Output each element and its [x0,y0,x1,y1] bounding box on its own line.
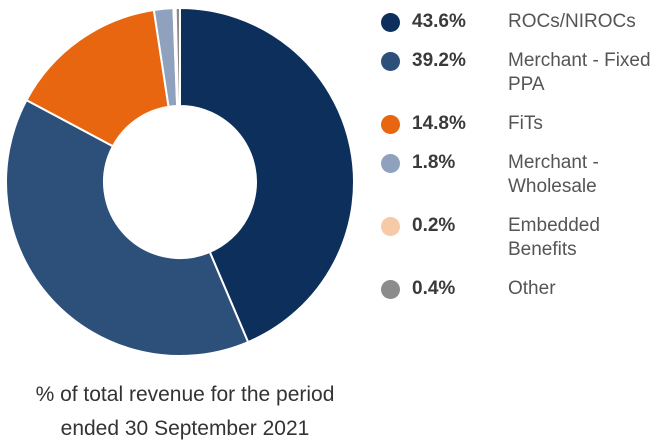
legend-item: 0.2% Embedded Benefits [381,214,665,262]
caption: % of total revenue for the period ended … [35,383,335,440]
donut-segment [25,8,170,148]
legend-label: Embedded Benefits [508,215,600,260]
legend-value: 0.2% [412,215,456,236]
donut-segment [174,6,181,108]
legend: 43.6% ROCs/NIROCs 39.2% Merchant - Fixed PP… [381,10,665,301]
legend-value: 0.4% [412,278,456,299]
legend-swatch [381,154,400,173]
legend-value: 14.8% [412,113,466,134]
legend-label: FiTs [508,113,543,134]
legend-swatch [381,13,400,32]
donut-segment [5,98,250,357]
legend-item: 39.2% Merchant - Fixed PPA [381,49,665,97]
donut-chart [5,6,355,357]
legend-value: 43.6% [412,11,466,32]
legend-swatch [381,217,400,236]
legend-item: 0.4% Other [381,277,665,301]
legend-item: 1.8% Merchant - Wholesale [381,151,665,199]
donut-segment [179,6,355,344]
legend-value: 1.8% [412,152,456,173]
legend-swatch [381,52,400,71]
legend-value: 39.2% [412,50,466,71]
legend-label: Other [508,278,556,299]
legend-label: Merchant - Wholesale [508,152,599,197]
legend-label: Merchant - Fixed PPA [508,50,651,95]
legend-item: 43.6% ROCs/NIROCs [381,10,665,34]
legend-swatch [381,280,400,299]
legend-label: ROCs/NIROCs [508,11,636,32]
legend-swatch [381,115,400,134]
legend-item: 14.8% FiTs [381,112,665,136]
